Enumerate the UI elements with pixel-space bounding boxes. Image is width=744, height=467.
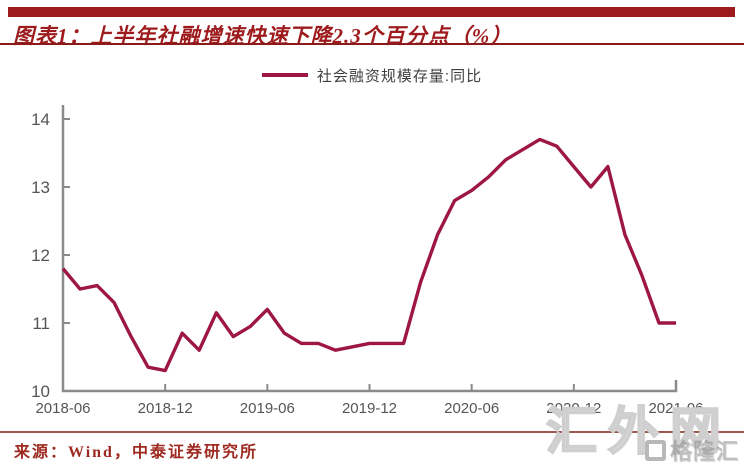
footer-rule	[0, 431, 744, 433]
x-tick-label: 2020-12	[546, 400, 601, 417]
legend: 社会融资规模存量:同比	[0, 64, 744, 86]
y-tick-label: 11	[32, 314, 50, 333]
gelonghui-logo-icon	[644, 439, 666, 461]
source-note: 来源：Wind，中泰证券研究所	[14, 444, 258, 461]
y-tick-label: 10	[31, 382, 50, 401]
line-chart: 10 11 12 13 14 2018-06 2018-12 2019-06 2019-12 20…	[0, 95, 744, 425]
gelonghui-logo: 格隆汇	[644, 434, 739, 466]
legend-label: 社会融资规模存量:同比	[316, 67, 483, 85]
title-underline-rule	[0, 43, 744, 45]
chart-canvas: 10 11 12 13 14 2018-06 2018-12 2019-06 2019-12 20…	[31, 105, 704, 417]
x-tick-label: 2019-12	[342, 400, 397, 417]
x-tick-label: 2018-12	[138, 400, 193, 417]
chart-title: 图表1：上半年社融增速快速下降2.3个百分点（%）	[13, 24, 513, 48]
y-tick-label: 13	[31, 178, 50, 197]
title-top-bar	[8, 7, 735, 17]
y-tick-label: 14	[31, 110, 50, 129]
legend-line-swatch	[261, 73, 308, 77]
axis-spines	[61, 105, 678, 393]
x-tick-label: 2020-06	[444, 400, 499, 417]
gelonghui-logo-text: 格隆汇	[669, 439, 739, 464]
x-tick-label: 2018-06	[35, 400, 90, 417]
x-tick-label: 2021-06	[648, 400, 703, 417]
y-tick-label: 12	[31, 246, 50, 265]
x-tick-label: 2019-06	[240, 400, 295, 417]
series-line	[61, 137, 676, 373]
